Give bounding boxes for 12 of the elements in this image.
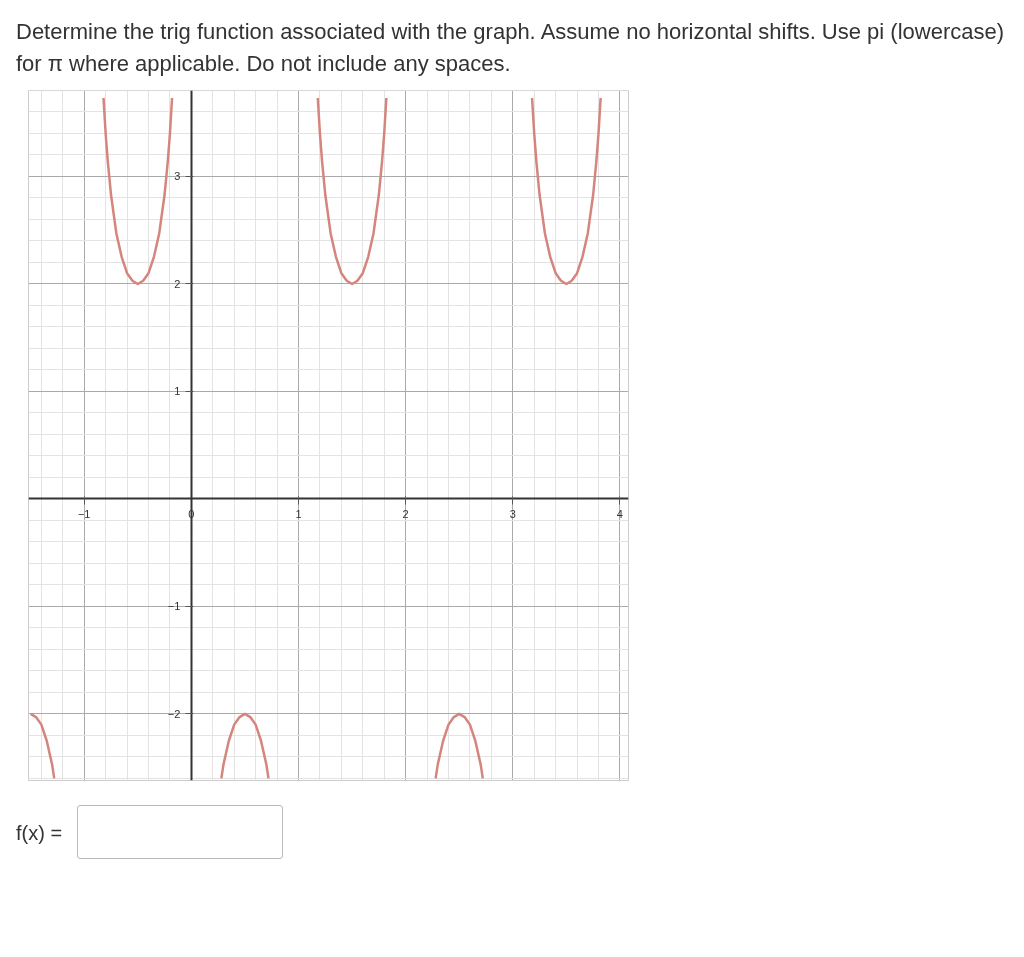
y-tick-label: 2	[174, 277, 181, 290]
y-tick-label: 3	[174, 170, 181, 183]
y-tick-label: 1	[174, 385, 181, 398]
x-tick-label: 1	[295, 507, 302, 520]
text: f(x) =	[16, 820, 63, 846]
y-tick-label: −1	[167, 600, 181, 613]
x-tick-label: −1	[77, 507, 91, 520]
y-tick-label: −2	[167, 707, 181, 720]
x-tick-label: 4	[616, 507, 623, 520]
chart-title: Determine the trig function associated with the graph. Assume no horizontal shifts. Use pi (lowercase) for π where applicable. Do not include any spaces.	[16, 18, 1006, 78]
x-tick-label: 3	[509, 507, 516, 520]
x-tick-label: 2	[402, 507, 409, 520]
